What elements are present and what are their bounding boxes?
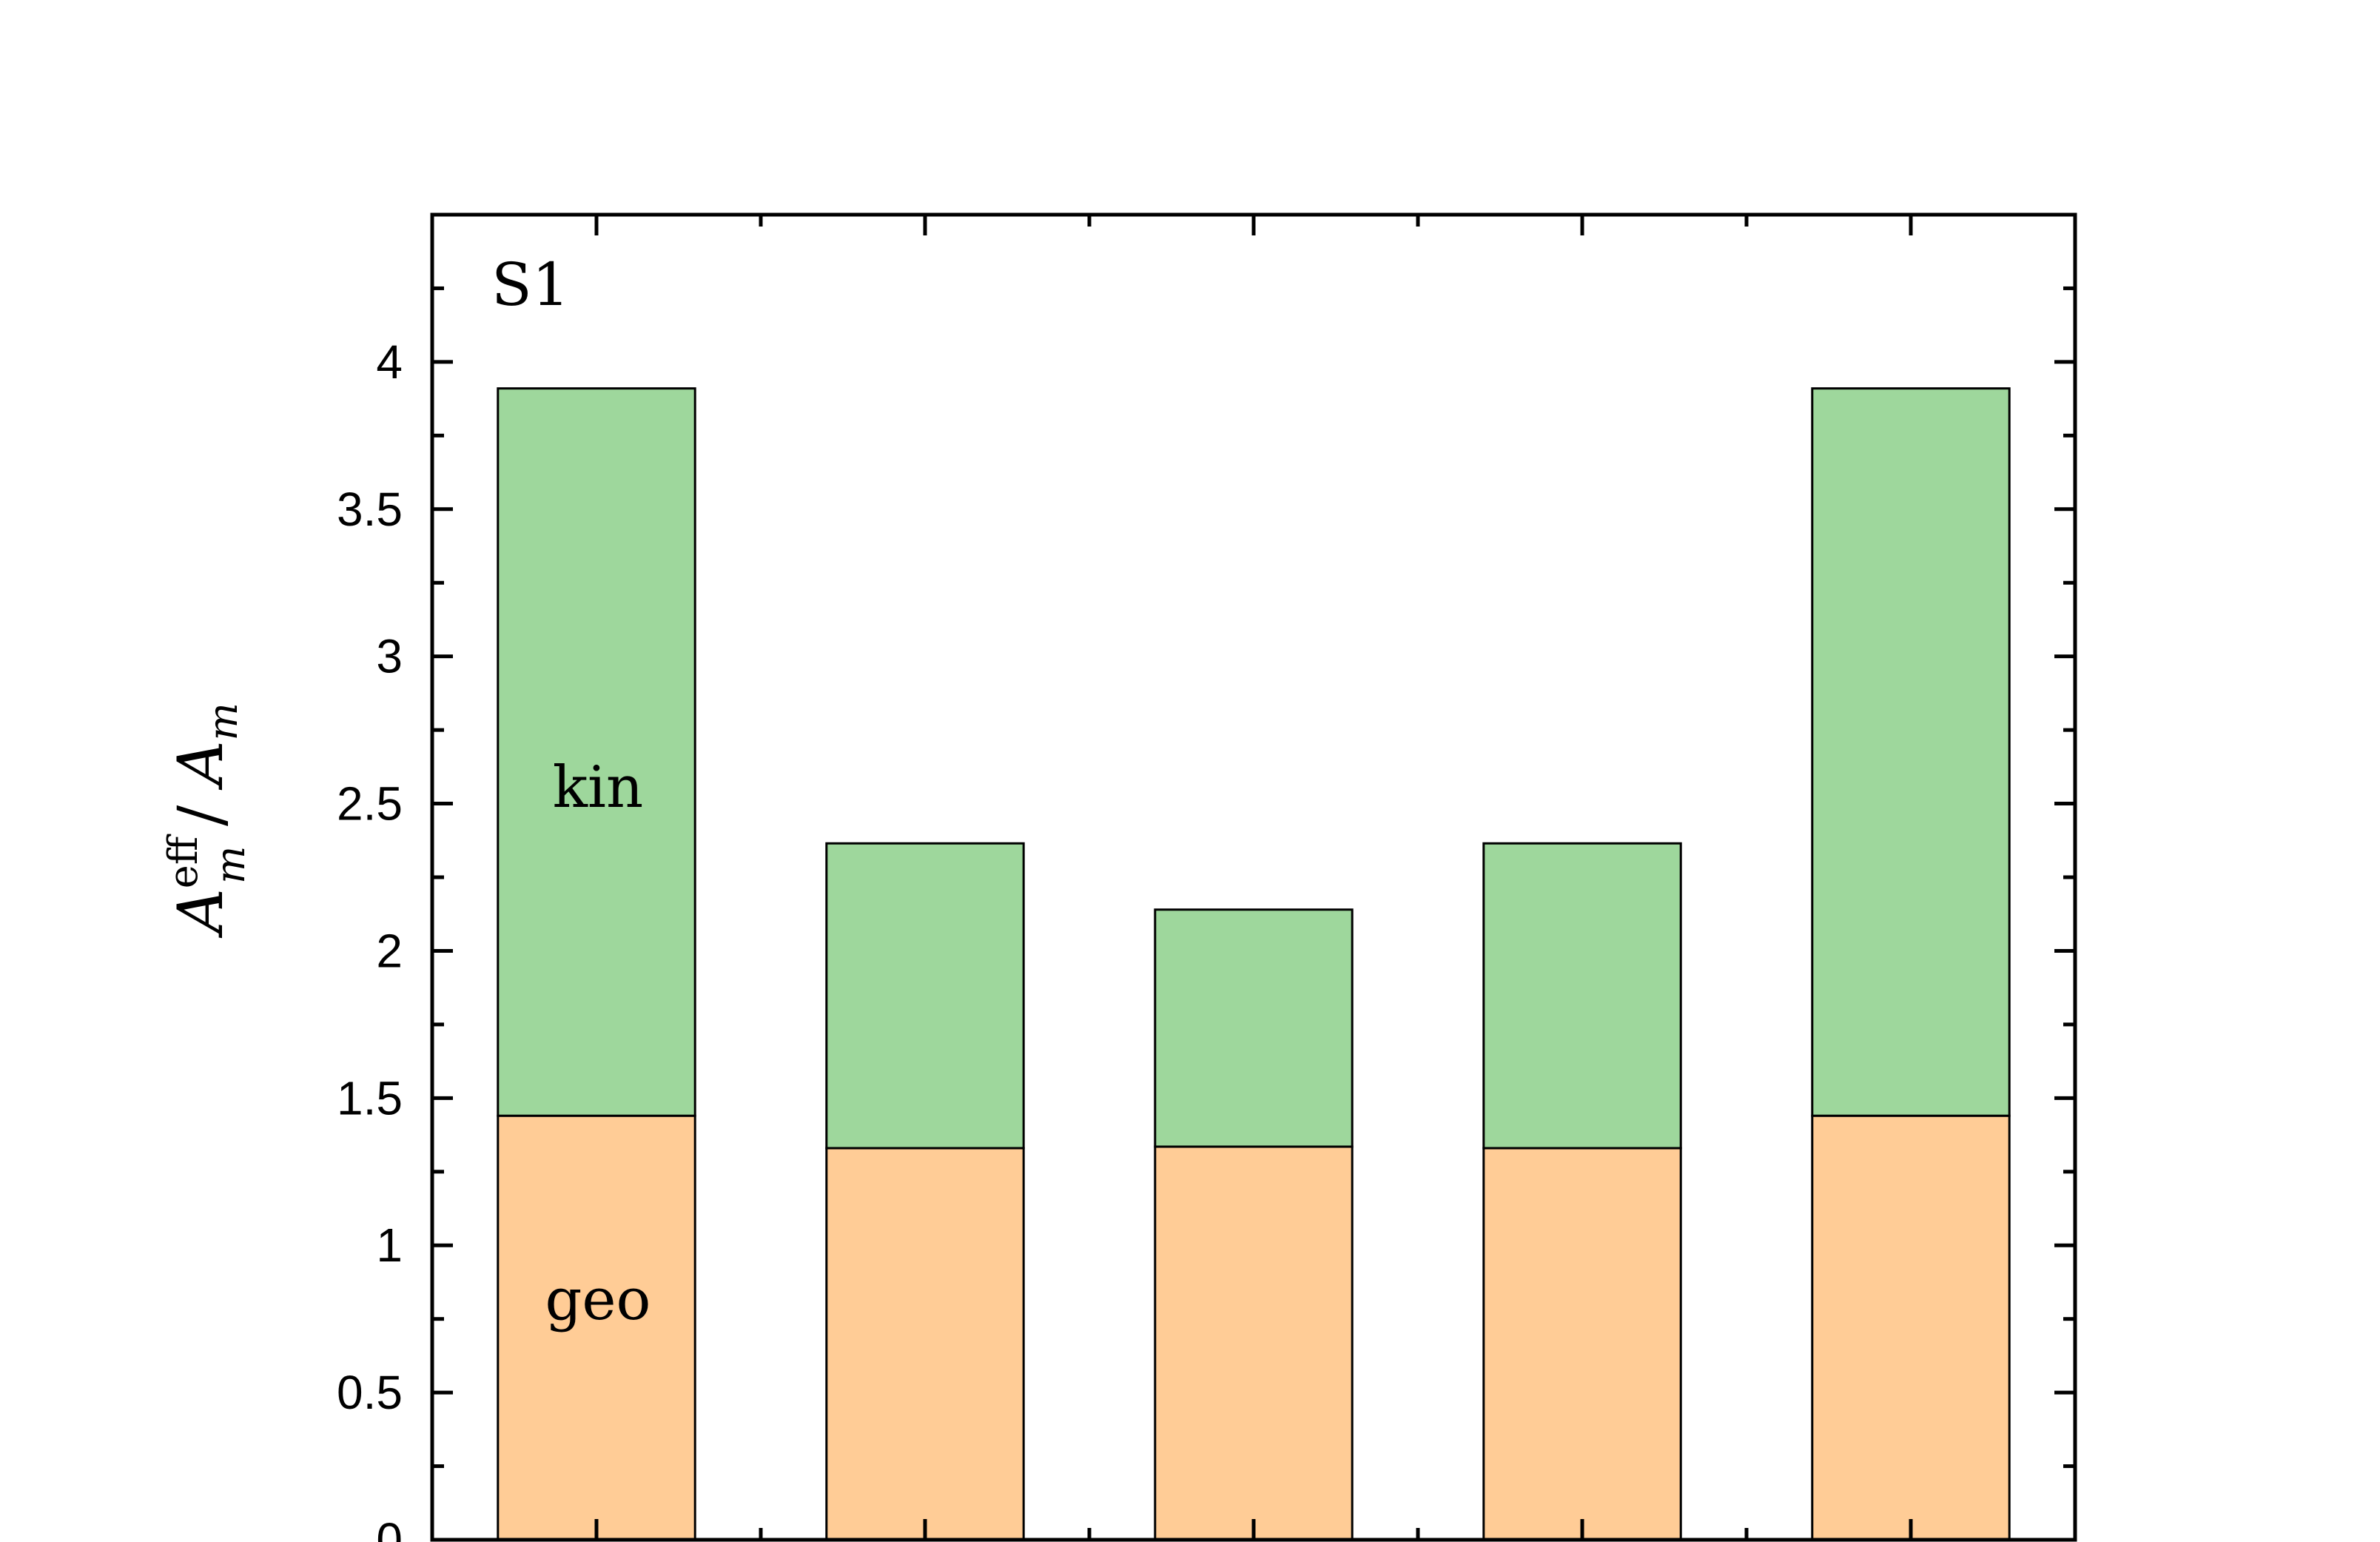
y-axis-label: Aeffm / Am [160, 703, 254, 939]
bar-geo-5 [1811, 1114, 2011, 1541]
y-tick-label: 2 [376, 924, 403, 977]
plot-frame [430, 212, 2077, 1542]
bars [497, 387, 2011, 1541]
bar-geo-3 [1154, 1145, 1354, 1541]
panel-label: S1 [491, 250, 570, 319]
y-tick-label: 1.5 [337, 1071, 403, 1124]
bar-kin-5 [1811, 387, 2011, 1117]
annotation-kin: kin [553, 754, 643, 821]
bar-kin-3 [1154, 908, 1354, 1148]
bar-geo-2 [825, 1147, 1025, 1541]
y-tick-label: 0.5 [337, 1366, 403, 1419]
y-tick-label: 1 [376, 1218, 403, 1272]
bar-kin-4 [1482, 842, 1682, 1150]
y-tick-labels: 0 0.5 1 1.5 2 2.5 3 3.5 4 [337, 335, 403, 1542]
y-tick-label: 2.5 [337, 777, 403, 831]
bar-geo-4 [1482, 1147, 1682, 1541]
y-tick-label: 4 [376, 335, 403, 389]
bar-kin-2 [825, 842, 1025, 1150]
y-tick-label: 3.5 [337, 483, 403, 536]
bar-kin-1 [497, 387, 696, 1117]
y-tick-label: 0 [376, 1513, 403, 1542]
annotation-geo: geo [545, 1267, 651, 1333]
y-tick-label: 3 [376, 630, 403, 683]
bar-geo-1 [497, 1114, 696, 1541]
